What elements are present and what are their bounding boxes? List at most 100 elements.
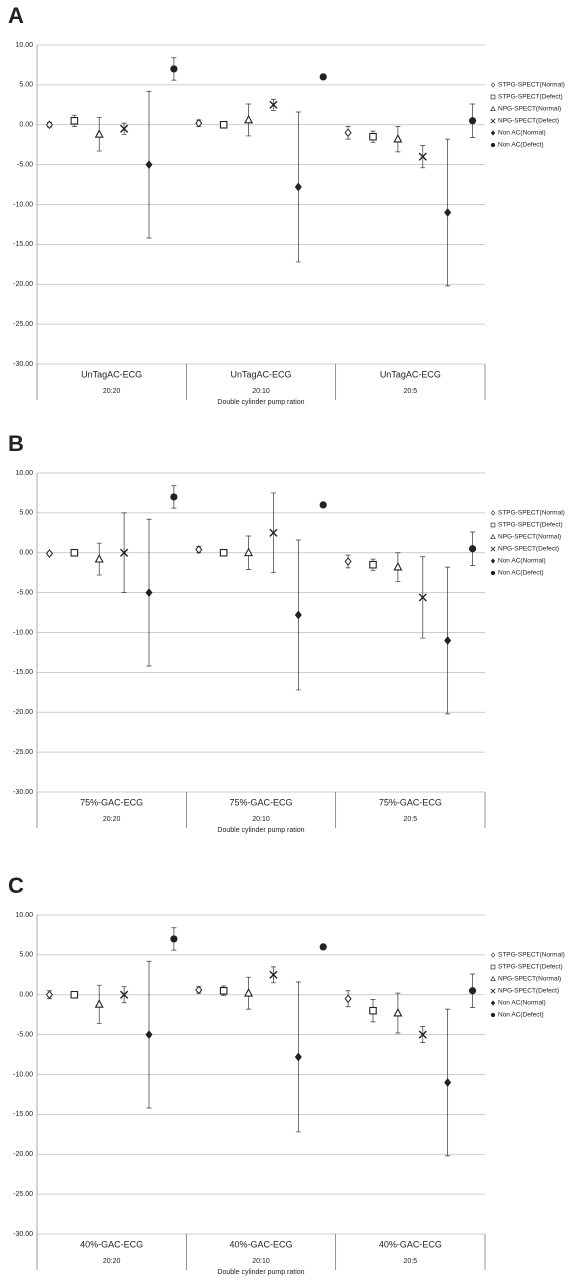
- marker: [145, 1030, 153, 1040]
- marker-shape: [170, 65, 178, 73]
- marker-shape: [70, 116, 79, 125]
- marker-shape: [490, 975, 496, 982]
- legend-label: STPG-SPECT(Defect): [498, 964, 563, 971]
- marker: [319, 501, 327, 509]
- panel-label: B: [8, 431, 24, 456]
- panel-label: C: [8, 873, 24, 898]
- marker-shape: [490, 546, 496, 552]
- marker-shape: [369, 560, 377, 569]
- marker: [170, 65, 178, 73]
- legend-label: STPG-SPECT(Defect): [498, 94, 563, 101]
- legend-label: STPG-SPECT(Normal): [498, 82, 565, 89]
- marker-shape: [418, 1030, 427, 1039]
- marker-shape: [393, 133, 403, 143]
- panel-label: A: [8, 3, 24, 28]
- y-tick-label: -30.00: [13, 1231, 33, 1238]
- marker-shape: [195, 118, 203, 128]
- marker-shape: [244, 114, 254, 124]
- marker: [294, 610, 302, 620]
- marker-shape: [219, 548, 228, 557]
- marker: [269, 970, 278, 979]
- marker-shape: [344, 994, 352, 1004]
- y-tick-label: -20.00: [13, 281, 33, 288]
- y-tick-label: 5.00: [19, 82, 33, 89]
- marker: [45, 120, 53, 130]
- marker-shape: [369, 1006, 377, 1015]
- marker: [170, 493, 178, 501]
- y-tick-label: 0.00: [19, 550, 33, 557]
- marker-shape: [145, 588, 153, 598]
- subcategory-label: 20:5: [404, 816, 418, 823]
- category-label: UnTagAC-ECG: [380, 369, 441, 379]
- legend-label: NPG-SPECT(Defect): [498, 546, 559, 553]
- marker: [444, 636, 452, 645]
- marker-shape: [369, 132, 377, 141]
- marker-shape: [444, 1078, 452, 1087]
- legend-label: NPG-SPECT(Defect): [498, 118, 559, 125]
- marker-shape: [70, 990, 79, 999]
- marker: [418, 152, 427, 161]
- y-tick-label: -25.00: [13, 1191, 33, 1198]
- legend-label: Non AC(Normal): [498, 1000, 546, 1007]
- marker: [444, 208, 452, 217]
- marker: [468, 987, 477, 995]
- y-tick-label: -10.00: [13, 1071, 33, 1078]
- marker-shape: [120, 990, 129, 999]
- marker-shape: [269, 100, 278, 109]
- marker: [120, 990, 129, 999]
- marker-shape: [70, 548, 79, 557]
- subcategory-label: 20:20: [103, 816, 121, 823]
- y-tick-label: -20.00: [13, 709, 33, 716]
- marker: [393, 133, 403, 143]
- legend-label: Non AC(Defect): [498, 1012, 544, 1019]
- y-tick-label: -5.00: [17, 589, 33, 596]
- x-axis-label: Double cylinder pump ration: [217, 399, 304, 406]
- marker: [369, 132, 377, 141]
- legend-marker: [490, 510, 496, 516]
- marker: [468, 545, 477, 553]
- marker-shape: [490, 952, 496, 958]
- marker-shape: [490, 142, 496, 148]
- legend-marker: [490, 952, 496, 958]
- marker-shape: [444, 636, 452, 645]
- marker: [70, 990, 79, 999]
- legend-marker: [490, 975, 496, 982]
- marker-shape: [269, 970, 278, 979]
- y-tick-label: -30.00: [13, 361, 33, 368]
- marker: [244, 988, 254, 997]
- subcategory-label: 20:20: [103, 1258, 121, 1265]
- marker-shape: [490, 94, 496, 100]
- marker: [369, 1006, 377, 1015]
- marker: [219, 986, 228, 995]
- marker: [393, 1007, 403, 1017]
- marker: [120, 124, 129, 133]
- marker-shape: [418, 593, 427, 602]
- marker-shape: [219, 120, 228, 129]
- marker-shape: [490, 105, 496, 112]
- y-tick-label: -5.00: [17, 1031, 33, 1038]
- marker: [219, 548, 228, 557]
- legend-marker: [490, 964, 496, 970]
- marker-shape: [120, 548, 129, 557]
- marker-shape: [393, 561, 403, 571]
- marker-shape: [244, 547, 254, 557]
- marker: [294, 182, 302, 192]
- marker: [94, 999, 104, 1008]
- y-tick-label: -15.00: [13, 669, 33, 676]
- marker: [344, 994, 352, 1004]
- marker-shape: [195, 545, 203, 554]
- marker-shape: [490, 570, 496, 576]
- y-tick-label: 10.00: [15, 912, 33, 919]
- marker-shape: [195, 985, 203, 995]
- category-label: 75%-GAC-ECG: [80, 797, 143, 807]
- marker-shape: [45, 120, 53, 130]
- marker-shape: [444, 208, 452, 217]
- legend-label: NPG-SPECT(Defect): [498, 988, 559, 995]
- marker-shape: [319, 73, 327, 81]
- legend-marker: [490, 533, 496, 540]
- marker: [418, 1030, 427, 1039]
- y-tick-label: 0.00: [19, 992, 33, 999]
- legend-marker: [490, 142, 496, 148]
- marker: [45, 549, 53, 558]
